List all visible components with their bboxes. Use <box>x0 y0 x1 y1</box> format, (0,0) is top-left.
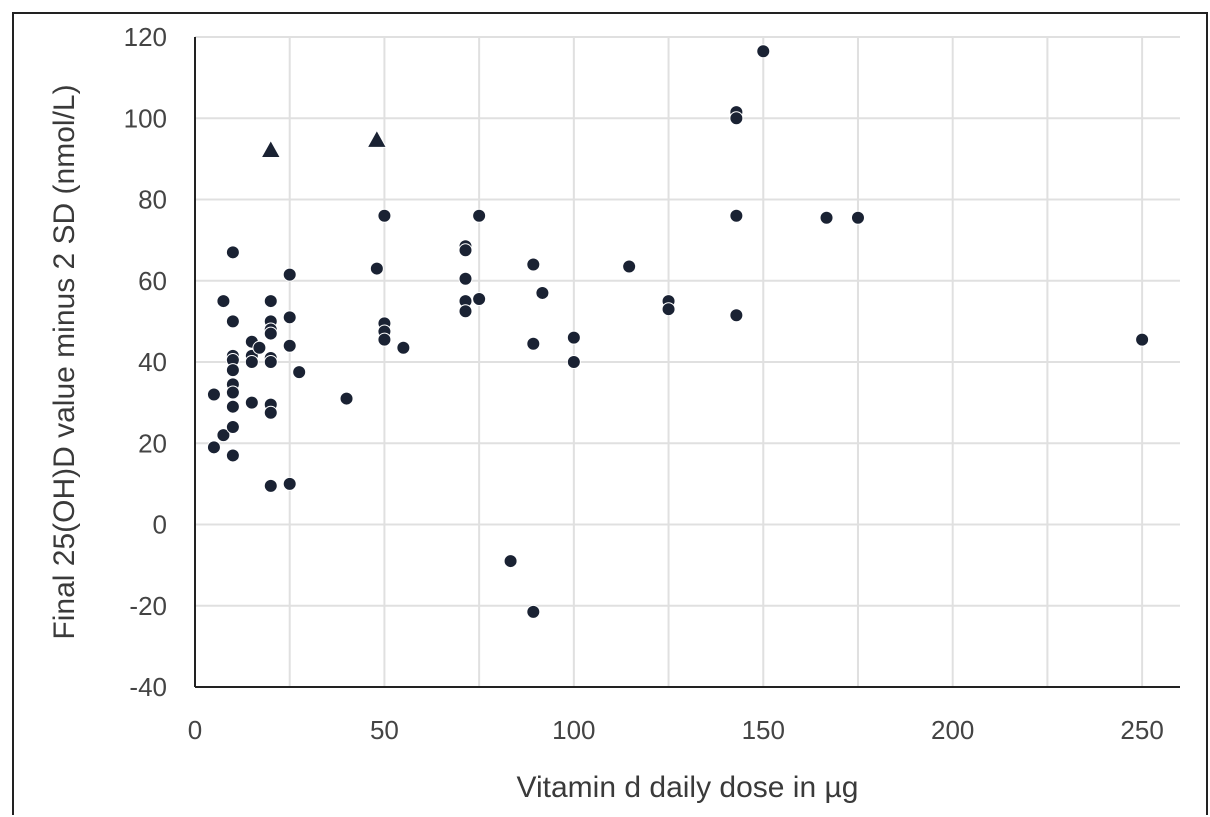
data-point <box>756 44 771 59</box>
data-point <box>526 336 541 351</box>
data-point <box>622 259 637 274</box>
data-point <box>225 399 240 414</box>
data-points <box>206 44 1150 619</box>
data-point <box>216 428 231 443</box>
y-tick-label: 60 <box>138 266 167 296</box>
data-point <box>458 271 473 286</box>
data-point <box>225 420 240 434</box>
data-point <box>263 326 278 341</box>
data-point <box>1135 332 1150 347</box>
data-point <box>729 308 744 323</box>
data-point <box>263 478 278 493</box>
y-tick-label: 100 <box>124 103 167 133</box>
data-point <box>282 476 297 491</box>
data-point <box>377 208 392 223</box>
data-point <box>526 257 541 272</box>
x-axis-title: Vitamin d daily dose in µg <box>517 771 859 804</box>
y-tick-label: 20 <box>138 428 167 458</box>
data-point <box>225 385 240 400</box>
x-tick-labels: 0 50 100 150 200 250 <box>188 715 1164 745</box>
y-tick-label: 80 <box>138 185 167 215</box>
x-tick-label: 50 <box>370 715 399 745</box>
y-tick-label: 40 <box>138 347 167 377</box>
data-point <box>369 261 384 276</box>
y-tick-label: -20 <box>129 591 167 621</box>
data-point <box>263 355 278 369</box>
chart-frame: -40 -20 0 20 40 60 80 100 120 0 50 100 150 200 250 Fi… <box>12 12 1208 815</box>
scatter-chart: -40 -20 0 20 40 60 80 100 120 0 50 100 150 200 250 Fi… <box>48 22 1180 804</box>
data-point <box>729 111 744 126</box>
data-point <box>566 330 581 345</box>
data-point <box>458 304 473 319</box>
data-point <box>661 302 676 317</box>
data-point <box>292 365 307 380</box>
data-point <box>282 338 297 353</box>
data-point <box>526 604 541 619</box>
data-point <box>377 332 392 347</box>
data-point <box>225 245 240 260</box>
data-point <box>206 387 221 402</box>
data-point <box>472 208 487 223</box>
y-tick-labels: -40 -20 0 20 40 60 80 100 120 <box>124 22 167 702</box>
data-point <box>729 208 744 223</box>
data-point <box>216 294 231 309</box>
gridlines <box>195 36 1180 687</box>
data-point <box>225 363 240 378</box>
data-point <box>472 292 487 307</box>
data-point <box>850 210 865 225</box>
data-point <box>263 294 278 309</box>
data-point <box>244 355 259 369</box>
data-point <box>566 355 581 369</box>
y-axis-title: Final 25(OH)D value minus 2 SD (nmol/L) <box>48 84 81 639</box>
x-tick-label: 100 <box>552 715 595 745</box>
data-point <box>263 405 278 420</box>
data-point <box>225 314 240 329</box>
x-tick-label: 150 <box>742 715 785 745</box>
axes <box>194 37 1180 688</box>
data-point <box>244 395 259 410</box>
data-point <box>206 440 221 455</box>
data-point-triangle <box>366 129 388 148</box>
data-point <box>503 554 518 569</box>
y-tick-label: -40 <box>129 672 167 702</box>
data-point <box>282 310 297 325</box>
data-point <box>819 210 834 225</box>
data-point <box>252 340 267 355</box>
x-tick-label: 0 <box>188 715 202 745</box>
x-tick-label: 250 <box>1120 715 1163 745</box>
y-tick-label: 0 <box>153 510 167 540</box>
data-point <box>339 391 354 406</box>
data-point <box>225 448 240 463</box>
data-point-triangle <box>260 139 282 159</box>
data-point <box>458 243 473 258</box>
data-point <box>282 267 297 282</box>
data-point <box>396 340 411 355</box>
y-tick-label: 120 <box>124 22 167 52</box>
x-tick-label: 200 <box>931 715 974 745</box>
data-point <box>535 285 550 300</box>
